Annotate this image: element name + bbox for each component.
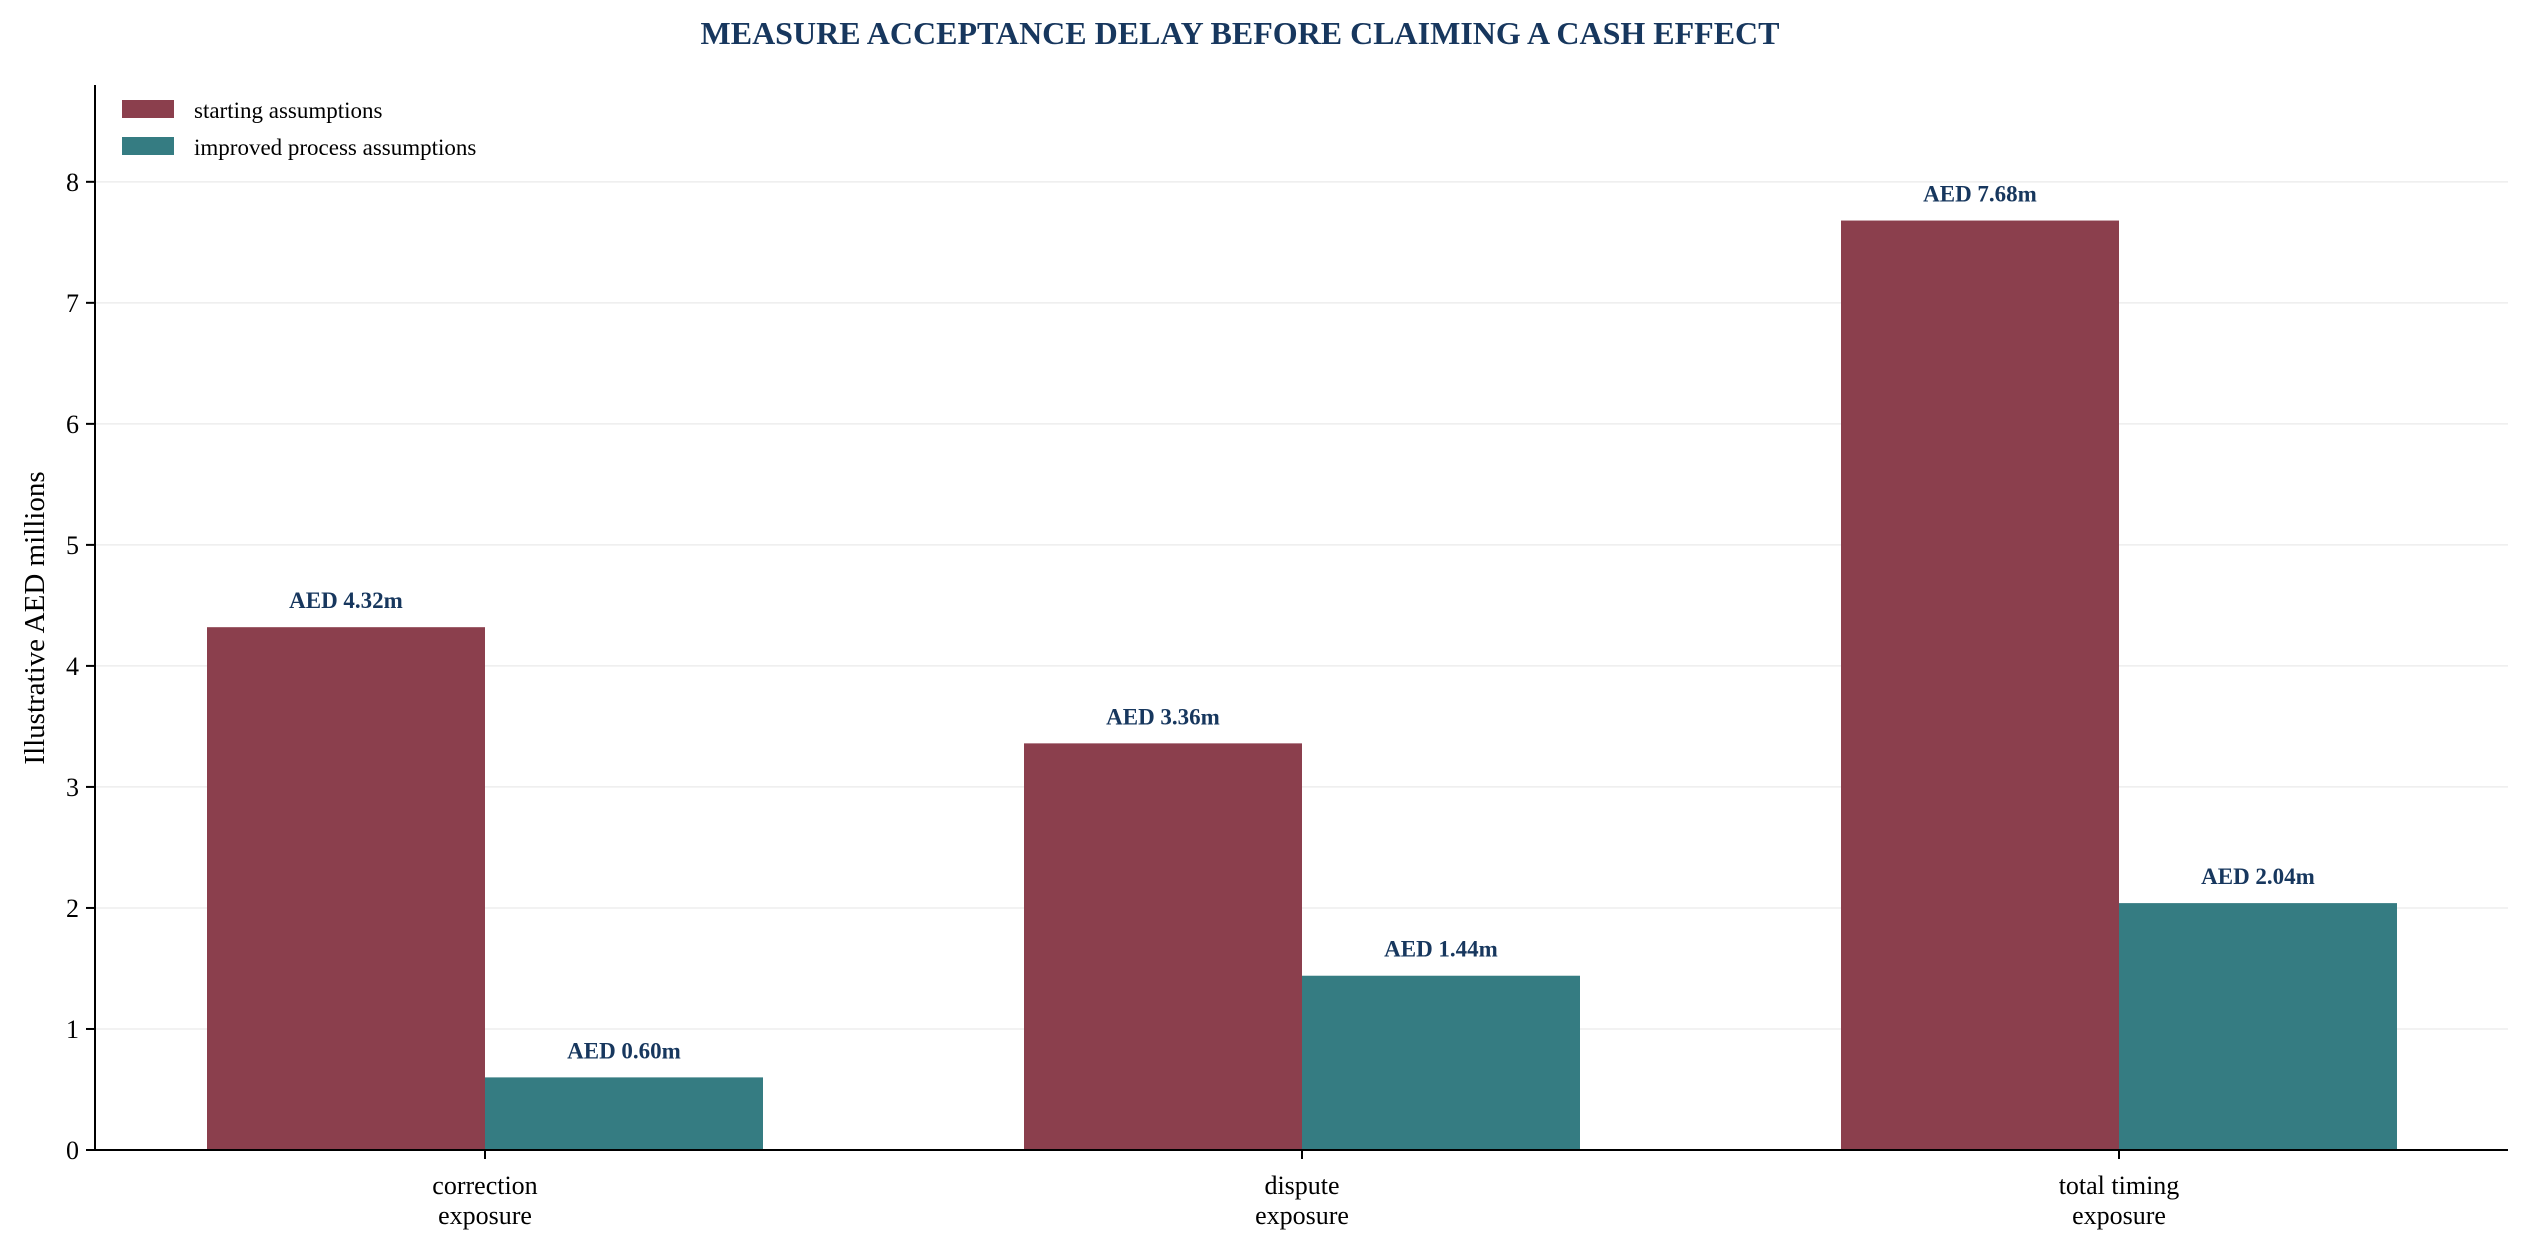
data-label: AED 0.60m (567, 1038, 681, 1063)
bar (207, 627, 485, 1150)
y-tick-label: 8 (66, 168, 79, 197)
y-tick-label: 6 (66, 410, 79, 439)
legend: starting assumptions improved process ass… (122, 98, 476, 160)
bar (1841, 220, 2119, 1150)
y-tick-label: 2 (66, 894, 79, 923)
bar (1302, 975, 1580, 1150)
y-axis-label: Illustrative AED millions (19, 471, 51, 764)
x-tick-label: exposure (1255, 1201, 1349, 1230)
bars (207, 220, 2397, 1150)
x-tick-label: exposure (438, 1201, 532, 1230)
y-tick-label: 1 (66, 1015, 79, 1044)
data-label: AED 2.04m (2201, 864, 2315, 889)
axes: 012345678correctionexposuredisputeexposu… (66, 85, 2508, 1230)
bar (1024, 743, 1302, 1150)
legend-label: starting assumptions (194, 98, 383, 123)
bar (485, 1077, 763, 1150)
y-tick-label: 5 (66, 531, 79, 560)
chart-title: MEASURE ACCEPTANCE DELAY BEFORE CLAIMING… (701, 15, 1780, 51)
x-tick-label: dispute (1264, 1171, 1339, 1200)
data-label: AED 4.32m (289, 588, 403, 613)
x-tick-label: exposure (2072, 1201, 2166, 1230)
y-tick-label: 3 (66, 773, 79, 802)
bar (2119, 903, 2397, 1150)
legend-label: improved process assumptions (194, 135, 476, 160)
legend-swatch (122, 100, 174, 118)
x-tick-label: total timing (2059, 1171, 2180, 1200)
x-tick-label: correction (432, 1171, 537, 1200)
data-label: AED 7.68m (1923, 182, 2037, 207)
data-label: AED 1.44m (1384, 937, 1498, 962)
y-tick-label: 7 (66, 289, 79, 318)
data-labels: AED 4.32m AED 0.60m AED 3.36m AED 1.44m AED … (289, 182, 2315, 1064)
y-tick-label: 4 (66, 652, 79, 681)
data-label: AED 3.36m (1106, 704, 1220, 729)
legend-swatch (122, 137, 174, 155)
y-tick-label: 0 (66, 1136, 79, 1165)
